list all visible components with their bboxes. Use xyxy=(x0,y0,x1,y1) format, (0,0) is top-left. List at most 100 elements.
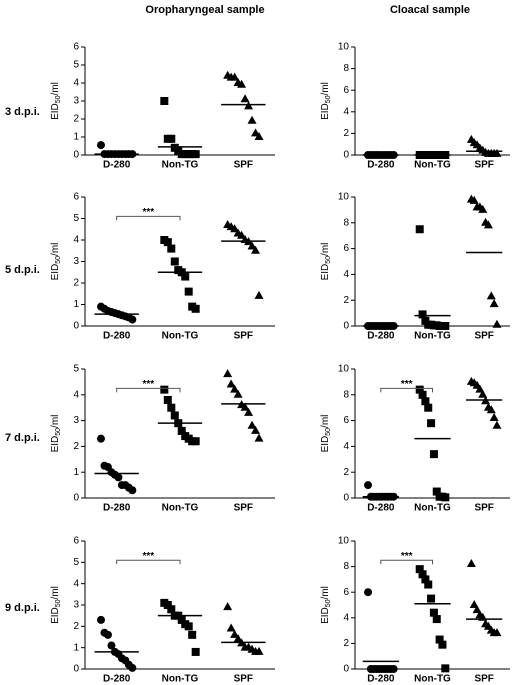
y-tick-label: 1 xyxy=(73,299,79,310)
y-axis-label-part: 50 xyxy=(55,256,62,264)
point xyxy=(107,641,116,650)
y-tick-label: 5 xyxy=(73,213,79,224)
point xyxy=(254,433,264,442)
y-tick-label: 6 xyxy=(73,192,79,203)
y-tick-label: 4 xyxy=(343,269,349,280)
y-tick-label: 1 xyxy=(73,642,79,653)
point xyxy=(191,150,200,159)
y-axis-label-part: EID xyxy=(320,264,331,281)
x-tick-label: SPF xyxy=(474,674,493,685)
y-tick-label: 6 xyxy=(343,243,349,254)
point xyxy=(415,385,424,394)
y-axis-label-part: EID xyxy=(50,264,61,281)
y-tick-label: 10 xyxy=(338,192,350,203)
y-tick-label: 0 xyxy=(343,493,349,504)
y-axis-label-part: /ml xyxy=(320,586,331,599)
point xyxy=(226,623,236,632)
point xyxy=(438,640,447,649)
point xyxy=(478,389,488,398)
point xyxy=(486,291,496,300)
point xyxy=(247,241,257,250)
y-tick-label: 2 xyxy=(73,114,79,125)
y-axis-label-part: 50 xyxy=(55,428,62,436)
point xyxy=(163,238,172,247)
significance-label: *** xyxy=(142,207,154,218)
point xyxy=(466,559,476,568)
point xyxy=(492,319,502,328)
y-tick-label: 0 xyxy=(343,321,349,332)
point xyxy=(128,663,137,672)
point xyxy=(240,94,250,103)
y-axis-label: EID50/ml xyxy=(320,243,333,281)
y-tick-label: 4 xyxy=(343,612,349,623)
point xyxy=(418,570,427,579)
y-tick-label: 2 xyxy=(343,295,349,306)
point xyxy=(254,290,264,299)
x-tick-label: D-280 xyxy=(367,160,395,171)
point xyxy=(254,646,264,655)
point xyxy=(364,481,373,490)
point xyxy=(96,615,105,624)
point xyxy=(486,405,496,414)
significance-bracket xyxy=(380,387,433,393)
y-tick-label: 2 xyxy=(73,621,79,632)
y-axis-label-part: EID xyxy=(50,607,61,624)
y-tick-label: 2 xyxy=(73,441,79,452)
y-axis-label-part: EID xyxy=(50,436,61,453)
y-axis-label-part: /ml xyxy=(50,586,61,599)
x-tick-label: SPF xyxy=(474,503,493,514)
column-title: Cloacal sample xyxy=(390,4,470,16)
point xyxy=(191,647,200,656)
y-axis-label-part: 50 xyxy=(325,428,332,436)
significance-label: *** xyxy=(401,551,413,562)
y-axis-label-part: EID xyxy=(50,103,61,120)
point xyxy=(441,322,450,330)
y-tick-label: 1 xyxy=(73,467,79,478)
point xyxy=(160,385,169,394)
point xyxy=(364,588,373,597)
row-label: 9 d.p.i. xyxy=(5,602,40,614)
y-tick-label: 6 xyxy=(73,536,79,547)
point xyxy=(163,395,172,404)
row-label: 7 d.p.i. xyxy=(5,432,40,444)
point xyxy=(160,97,169,105)
point xyxy=(230,72,240,81)
y-axis-label: EID50/ml xyxy=(50,82,63,120)
point xyxy=(415,225,424,234)
point xyxy=(128,486,137,495)
y-tick-label: 4 xyxy=(73,235,79,246)
row-label: 3 d.p.i. xyxy=(5,106,40,118)
y-tick-label: 3 xyxy=(73,600,79,611)
y-tick-label: 6 xyxy=(343,85,349,96)
y-axis-label-part: /ml xyxy=(320,415,331,428)
point xyxy=(489,299,499,308)
y-tick-label: 5 xyxy=(73,557,79,568)
point xyxy=(163,601,172,609)
y-axis-label-part: EID xyxy=(320,436,331,453)
point xyxy=(223,369,233,378)
y-tick-label: 4 xyxy=(73,389,79,400)
x-tick-label: SPF xyxy=(234,160,253,171)
significance-bracket xyxy=(116,387,181,393)
point xyxy=(167,605,176,614)
point xyxy=(429,450,438,459)
point xyxy=(96,434,105,443)
y-tick-label: 0 xyxy=(73,321,79,332)
point xyxy=(244,407,254,416)
point xyxy=(469,600,479,608)
x-tick-label: Non-TG xyxy=(162,160,199,171)
y-axis-label-part: /ml xyxy=(50,415,61,428)
point xyxy=(103,630,112,639)
x-tick-label: Non-TG xyxy=(414,160,451,171)
y-axis-label: EID50/ml xyxy=(50,415,63,453)
point xyxy=(492,628,502,637)
point xyxy=(492,420,502,429)
y-axis-label-part: 50 xyxy=(325,256,332,264)
y-tick-label: 4 xyxy=(343,441,349,452)
point xyxy=(181,272,190,281)
point xyxy=(244,101,254,110)
significance-bracket xyxy=(380,559,433,565)
y-axis-label-part: /ml xyxy=(320,82,331,95)
point xyxy=(223,602,233,611)
point xyxy=(432,615,441,624)
